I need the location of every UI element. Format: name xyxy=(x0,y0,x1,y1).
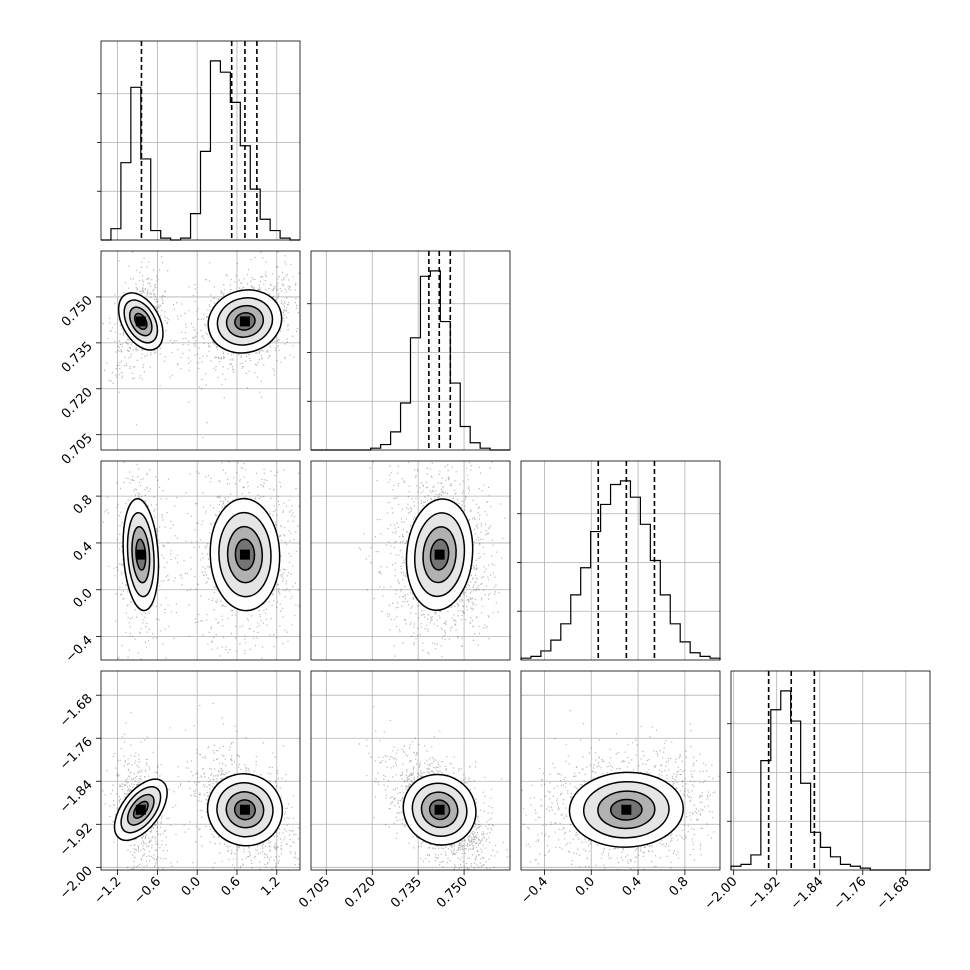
density-panel-4-2 xyxy=(310,670,511,871)
contour-line xyxy=(131,525,151,584)
density-peak xyxy=(239,549,250,560)
density-panel-4-1 xyxy=(100,670,301,871)
contour-line xyxy=(428,799,451,821)
panel-frame xyxy=(520,670,721,871)
contour-line xyxy=(234,311,256,331)
contour-line xyxy=(411,782,468,837)
density-peak xyxy=(434,804,445,815)
panel-frame xyxy=(100,40,301,241)
histogram-steps xyxy=(520,480,721,660)
density-peak xyxy=(135,549,146,560)
contour-line xyxy=(597,790,656,830)
contour-line xyxy=(582,780,670,839)
panel-content xyxy=(102,251,300,439)
contour-line xyxy=(128,306,153,337)
contour-line xyxy=(568,771,684,848)
panel-frame xyxy=(310,250,511,451)
panel-frame xyxy=(100,460,301,661)
contour-line xyxy=(123,299,159,344)
contour-line xyxy=(414,512,466,598)
contour-line xyxy=(113,778,168,842)
contour-line xyxy=(132,800,149,819)
density-peak xyxy=(621,804,632,815)
panel-content xyxy=(358,461,510,658)
contour-line xyxy=(207,289,283,354)
contour-line xyxy=(402,773,477,846)
density-peak xyxy=(239,804,250,815)
panel-content xyxy=(102,461,300,660)
contour-line xyxy=(206,773,283,847)
contour-line xyxy=(209,497,281,612)
density-panel-4-3 xyxy=(520,670,721,871)
contour-line xyxy=(135,538,147,571)
density-peak xyxy=(135,316,146,327)
panel-content xyxy=(358,706,510,870)
contour-line xyxy=(609,798,643,821)
panel-frame xyxy=(730,670,931,871)
contour-line xyxy=(133,312,148,330)
histogram-panel-2 xyxy=(307,250,511,451)
contour-line xyxy=(126,511,155,598)
contour-line xyxy=(226,525,264,584)
contour-line xyxy=(420,791,459,829)
histogram-panel-4 xyxy=(727,670,931,871)
contour-line xyxy=(405,498,474,612)
contour-line xyxy=(234,538,256,571)
contour-line xyxy=(126,793,155,826)
contour-line xyxy=(225,791,265,829)
scatter-points xyxy=(102,461,300,660)
density-peak xyxy=(239,316,250,327)
panel-frame xyxy=(520,460,721,661)
density-panel-2-1 xyxy=(100,250,301,451)
histogram-panel-1 xyxy=(97,40,301,241)
contour-line xyxy=(122,497,160,612)
contour-line xyxy=(422,526,457,584)
contour-line xyxy=(233,799,256,821)
histogram-steps xyxy=(101,60,300,241)
scatter-points xyxy=(358,461,510,658)
density-peak xyxy=(434,549,445,560)
contour-line xyxy=(216,782,274,838)
contour-line xyxy=(216,297,274,346)
contour-line xyxy=(429,538,450,571)
density-panel-3-1 xyxy=(100,460,301,661)
scatter-points xyxy=(102,702,300,870)
panel-frame xyxy=(310,670,511,871)
contour-line xyxy=(117,292,164,351)
panel-content xyxy=(521,709,720,870)
histogram-panel-3 xyxy=(517,460,721,661)
panel-content xyxy=(102,702,300,870)
panel-frame xyxy=(310,460,511,661)
panel-frame xyxy=(100,670,301,871)
density-panel-3-2 xyxy=(310,460,511,661)
density-peak xyxy=(135,804,146,815)
contour-line xyxy=(120,786,162,834)
contour-line xyxy=(218,511,272,598)
contour-line xyxy=(225,304,265,338)
panel-frame xyxy=(100,250,301,451)
